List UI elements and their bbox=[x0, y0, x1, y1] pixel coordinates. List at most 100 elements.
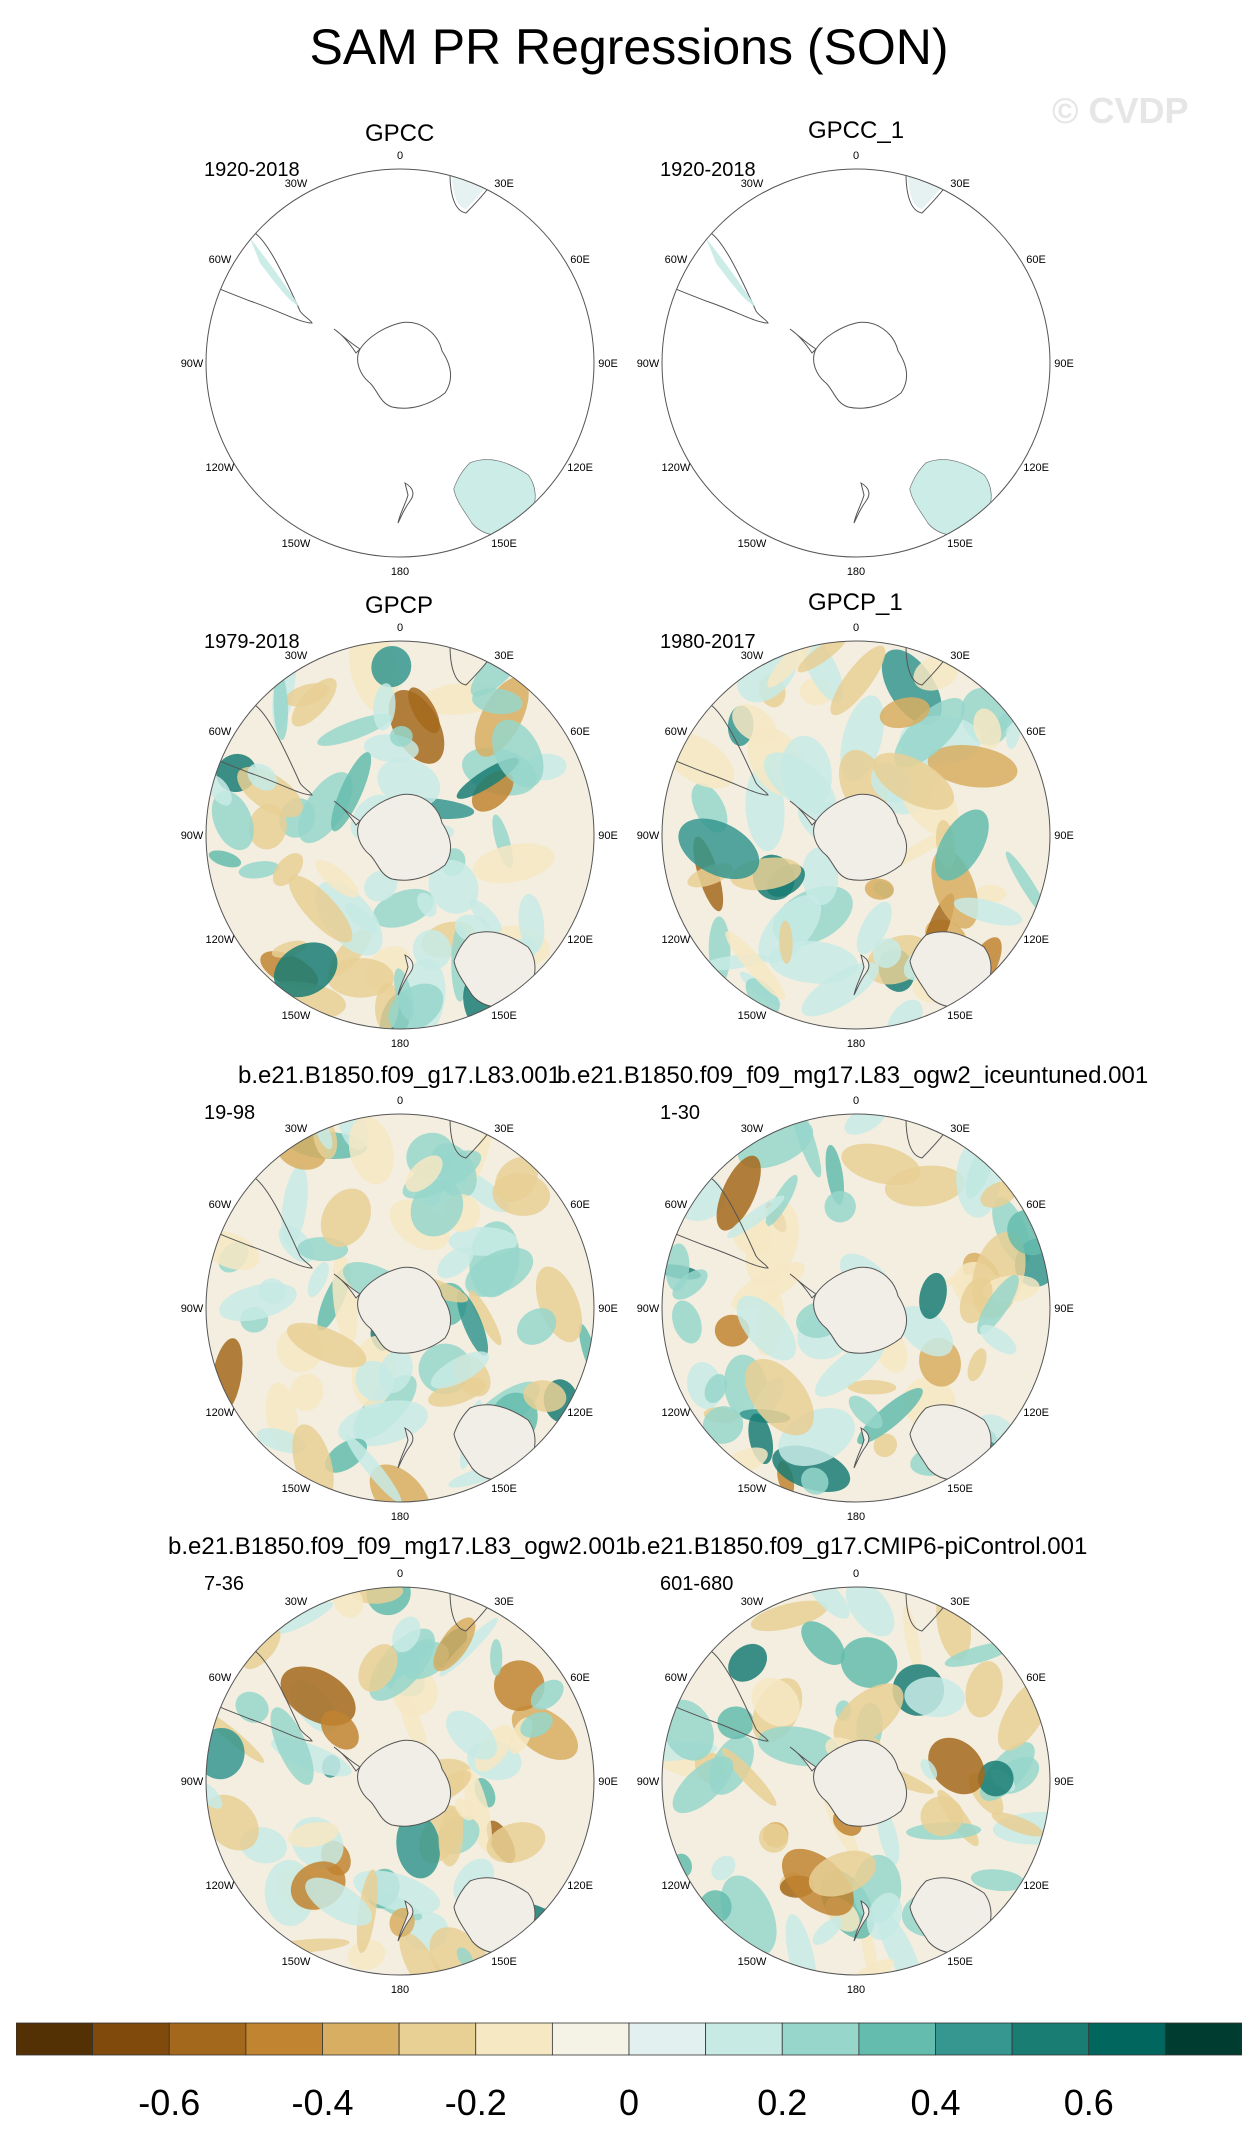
map-frame bbox=[661, 1586, 1051, 1976]
anomaly-patch bbox=[400, 1697, 427, 1753]
polar-map-gpcp-1: 0 30E 60E 90E 120E 150E 180 150W 120W 90W 60W 30W bbox=[637, 622, 1074, 1050]
anomaly-patch bbox=[352, 1587, 404, 1604]
longitude-label: 180 bbox=[391, 1511, 409, 1523]
longitude-label: 0 bbox=[853, 622, 859, 634]
panel-period-2: 1920-2018 bbox=[660, 159, 756, 181]
anomaly-patch bbox=[833, 1683, 904, 1746]
panel-title-8: b.e21.B1850.f09_g17.CMIP6-piControl.001 bbox=[627, 1533, 1088, 1560]
anomaly-patch bbox=[307, 1262, 329, 1297]
longitude-label: 90E bbox=[1054, 1303, 1074, 1315]
colorbar bbox=[16, 2022, 1242, 2056]
longitude-label: 120W bbox=[662, 934, 691, 946]
land-anomaly bbox=[706, 238, 756, 307]
land-anomaly bbox=[454, 459, 535, 536]
anomaly-patch bbox=[866, 1892, 903, 1941]
longitude-label: 120E bbox=[1023, 462, 1049, 474]
anomaly-patch bbox=[492, 1173, 551, 1216]
anomaly-patch bbox=[315, 860, 359, 898]
anomaly-patch bbox=[405, 1155, 443, 1192]
anomaly-patch bbox=[469, 899, 502, 933]
coastline bbox=[789, 800, 817, 826]
anomaly-patch bbox=[732, 704, 777, 743]
colorbar-bin bbox=[16, 2022, 94, 2056]
colorbar-tick-label: 0 bbox=[618, 2082, 640, 2123]
colorbar-bin bbox=[551, 2022, 630, 2056]
anomaly-patch bbox=[844, 1114, 887, 1135]
anomaly-patch bbox=[672, 1269, 708, 1300]
anomaly-patch bbox=[448, 1227, 518, 1256]
anomaly-patch bbox=[271, 940, 308, 958]
anomaly-patch bbox=[305, 1877, 373, 1926]
anomaly-patch bbox=[468, 1290, 502, 1346]
colorbar-bin bbox=[1011, 2022, 1090, 2056]
coastline bbox=[206, 232, 313, 324]
longitude-label: 60W bbox=[665, 1672, 688, 1684]
anomaly-patch bbox=[802, 847, 839, 906]
longitude-label: 60E bbox=[570, 254, 590, 266]
panel-period-6: 1-30 bbox=[660, 1102, 701, 1124]
coastline bbox=[397, 1899, 414, 1942]
longitude-label: 120E bbox=[1023, 1880, 1049, 1892]
anomaly-patch bbox=[944, 1641, 1014, 1667]
land-anomaly bbox=[250, 238, 300, 307]
anomaly-patch bbox=[840, 1637, 898, 1689]
longitude-label: 30W bbox=[741, 1596, 764, 1608]
anomaly-patch bbox=[472, 688, 523, 715]
anomaly-patch bbox=[879, 697, 930, 729]
longitude-label: 90W bbox=[637, 358, 660, 370]
anomaly-patch bbox=[967, 1348, 987, 1382]
anomaly-patch bbox=[412, 929, 452, 971]
longitude-label: 120W bbox=[662, 1880, 691, 1892]
anomaly-patch bbox=[919, 1272, 947, 1319]
polar-map-gpcc: 0 30E 60E 90E 120E 150E 180 150W 120W 90W 60W 30W bbox=[181, 150, 618, 578]
polar-map-ogw2: 0 30E 60E 90E 120E 150E 180 150W 120W 90W 60W 30W bbox=[181, 1568, 618, 1996]
anomaly-patch bbox=[857, 1387, 923, 1445]
anomaly-patch bbox=[286, 1322, 367, 1368]
polar-map-gpcc-1: 0 30E 60E 90E 120E 150E 180 150W 120W 90W 60W 30W bbox=[637, 150, 1074, 578]
anomaly-patch bbox=[437, 1246, 474, 1279]
longitude-label: 120E bbox=[567, 1880, 593, 1892]
polar-map-gpcp: 0 30E 60E 90E 120E 150E 180 150W 120W 90W 60W 30W bbox=[181, 622, 618, 1050]
polar-map-ogw2-iceuntuned: 0 30E 60E 90E 120E 150E 180 150W 120W 90W 60W 30W bbox=[637, 1095, 1074, 1523]
anomaly-patch bbox=[275, 1601, 334, 1634]
coastline bbox=[397, 481, 414, 524]
anomaly-patch bbox=[979, 1324, 1017, 1355]
longitude-label: 60W bbox=[665, 1199, 688, 1211]
anomaly-patch bbox=[672, 1300, 702, 1344]
anomaly-patch bbox=[745, 1358, 814, 1436]
longitude-label: 30W bbox=[741, 178, 764, 190]
anomaly-patch bbox=[991, 1812, 1044, 1837]
colorbar-tick-label: -0.4 bbox=[291, 2082, 354, 2123]
panel-period-3: 1979-2018 bbox=[204, 631, 300, 653]
anomaly-patch bbox=[410, 1179, 464, 1237]
panel-period-4: 1980-2017 bbox=[660, 631, 756, 653]
colorbar-bin bbox=[322, 2022, 400, 2056]
map-frame bbox=[661, 1113, 1051, 1503]
longitude-label: 150W bbox=[738, 538, 767, 550]
anomaly-patch bbox=[238, 861, 280, 879]
anomaly-patch bbox=[872, 752, 955, 810]
map-frame bbox=[205, 640, 595, 1030]
anomaly-patch bbox=[725, 931, 786, 1000]
colorbar-bin bbox=[1088, 2022, 1166, 2056]
anomaly-patch bbox=[317, 713, 392, 746]
coastline bbox=[333, 1746, 361, 1772]
anomaly-patch bbox=[779, 920, 793, 964]
longitude-label: 60E bbox=[1026, 254, 1046, 266]
anomaly-patch bbox=[408, 687, 440, 734]
coastline bbox=[397, 1426, 414, 1469]
coastline bbox=[789, 328, 817, 354]
longitude-label: 0 bbox=[853, 150, 859, 162]
panel-period-1: 1920-2018 bbox=[204, 159, 300, 181]
anomaly-patch bbox=[523, 1380, 567, 1412]
land-anomaly bbox=[910, 459, 991, 536]
longitude-label: 0 bbox=[853, 1095, 859, 1107]
anomaly-patch bbox=[208, 850, 242, 868]
anomaly-patch bbox=[348, 1116, 394, 1185]
anomaly-patch bbox=[530, 1679, 564, 1710]
longitude-label: 30E bbox=[494, 650, 514, 662]
longitude-label: 30W bbox=[285, 1123, 308, 1135]
anomaly-patch bbox=[206, 1781, 223, 1809]
longitude-label: 180 bbox=[391, 1038, 409, 1050]
anomaly-patch bbox=[463, 1769, 492, 1852]
